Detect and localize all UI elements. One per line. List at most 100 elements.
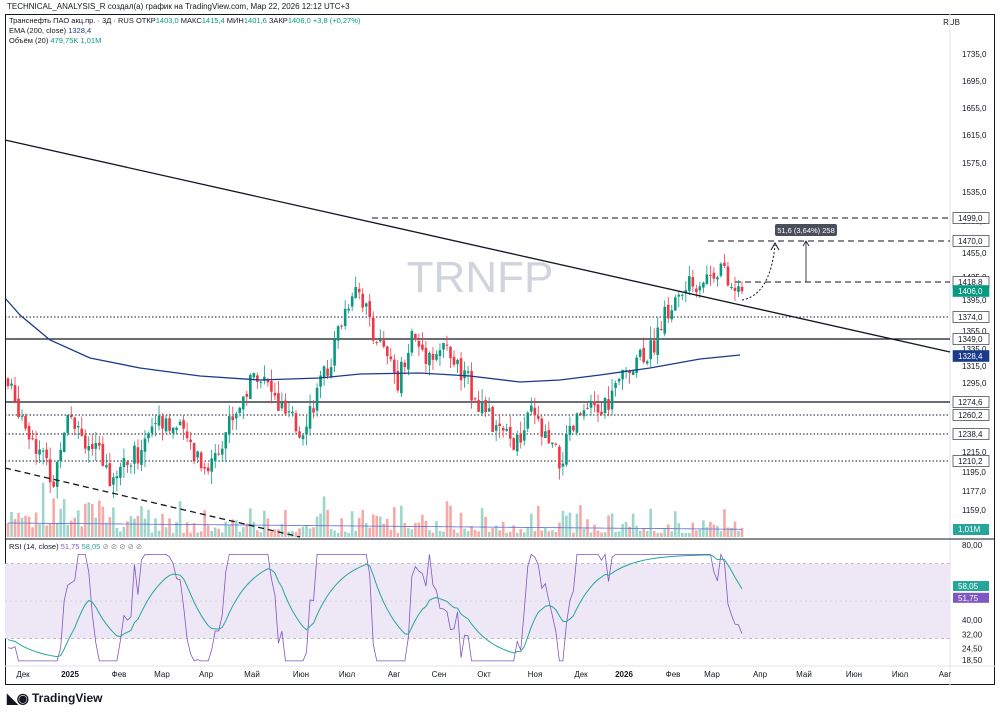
rsi-legend[interactable]: RSI (14, close) 51,75 58,05 ⊘ ⊘ ⊘ ⊘ ⊘ [9, 542, 143, 551]
volume-label: Объём (20) [9, 36, 49, 45]
candle-body [603, 397, 607, 414]
ohlc-open-label: ОТКР [135, 16, 156, 25]
price-tick-label: 1655,0 [962, 104, 987, 113]
candle-body [87, 445, 91, 451]
candle-body [206, 467, 210, 472]
volume-bar [94, 517, 98, 537]
volume-bar [452, 529, 456, 537]
rsi-tick-label: 24,50 [962, 645, 983, 654]
candle-body [112, 477, 115, 485]
candle-body [663, 306, 667, 334]
candle-body [147, 433, 150, 439]
candle-body [477, 400, 480, 412]
volume-bar [498, 530, 501, 537]
volume-bar [217, 528, 221, 537]
volume-bar [631, 513, 635, 537]
volume-bar [603, 532, 607, 537]
volume-bar [677, 523, 681, 537]
ema-value: 1328,4 [68, 26, 92, 35]
time-axis-label: Май [796, 670, 812, 679]
volume-bar [227, 524, 231, 537]
volume-bar [17, 513, 20, 537]
candle-body [551, 442, 554, 445]
candle-body [90, 443, 94, 450]
volume-bar [178, 501, 182, 537]
candle-body [730, 286, 733, 288]
candle-body [638, 349, 642, 357]
volume-bar [698, 529, 702, 537]
candle-body [108, 463, 112, 487]
volume-bar [129, 516, 133, 537]
volume-bar [385, 518, 389, 537]
time-axis-label: Апр [753, 670, 768, 679]
volume-bar [435, 521, 438, 537]
volume-bar [126, 521, 129, 537]
volume-bar [213, 527, 217, 537]
candle-body [417, 340, 421, 347]
volume-bar [329, 529, 333, 537]
candle-body [312, 408, 315, 413]
time-axis-label: Сен [432, 670, 447, 679]
candle-body [424, 347, 428, 365]
volume-bar [69, 520, 73, 537]
volume-bar [470, 526, 473, 537]
volume-bar [424, 520, 428, 537]
candle-body [463, 370, 466, 379]
candle-body [526, 412, 530, 429]
volume-bar [382, 523, 386, 537]
level-label-box [952, 350, 990, 362]
volume-bar [10, 511, 13, 537]
time-axis-label: Дек [16, 670, 30, 679]
candle-body [6, 378, 10, 387]
candle-body [245, 393, 249, 397]
volume-bar [466, 531, 470, 537]
volume-bar [487, 531, 491, 537]
candle-body [498, 423, 501, 427]
volume-bar [596, 530, 600, 537]
tradingview-brand[interactable]: ◣◉ TradingView [7, 688, 102, 708]
level-label: 1328,4 [958, 352, 983, 361]
candle-body [533, 407, 537, 416]
candle-body [473, 398, 477, 400]
candle-body [20, 416, 24, 418]
volume-bar [561, 510, 565, 537]
volume-bar [442, 531, 445, 537]
volume-bar [52, 498, 55, 537]
volume-bar [90, 503, 94, 537]
volume-bar [45, 525, 48, 537]
candle-body [24, 416, 27, 429]
volume-bar [206, 525, 210, 537]
volume-bar [726, 527, 730, 537]
volume-bar [343, 531, 347, 537]
volume-bar [80, 526, 84, 537]
symbol-legend[interactable]: Транснефть ПАО акц.пр. · 3Д · RUS ОТКР14… [9, 16, 360, 26]
price-tick-label: 1535,0 [962, 188, 987, 197]
candle-body [280, 402, 284, 409]
level-label: 1349,0 [958, 335, 983, 344]
level-label-box [952, 285, 990, 297]
candle-body [98, 442, 101, 446]
volume-bar [431, 532, 435, 537]
volume-bar [652, 530, 656, 537]
volume-bar [568, 512, 572, 537]
candle-body [593, 401, 596, 406]
volume-bar [533, 531, 537, 537]
volume-bar [143, 518, 147, 537]
volume-bar [112, 507, 115, 537]
candle-body [614, 383, 617, 388]
candle-body [716, 277, 719, 280]
candle-body [140, 450, 143, 465]
candle-body [157, 415, 161, 426]
ema-legend[interactable]: EMA (200, close) 1328,4 [9, 26, 91, 36]
price-tick-label: 1177,0 [962, 487, 986, 496]
volume-bar [600, 532, 603, 537]
volume-bar [326, 509, 329, 537]
candle-body [449, 347, 452, 359]
volume-bar [589, 532, 593, 537]
symbol-watermark: TRNFP [407, 253, 554, 302]
volume-bar [277, 529, 280, 537]
volume-legend[interactable]: Объём (20) 479,75K 1,01M [9, 36, 101, 46]
volume-bar [347, 532, 350, 537]
candle-body [224, 432, 228, 449]
